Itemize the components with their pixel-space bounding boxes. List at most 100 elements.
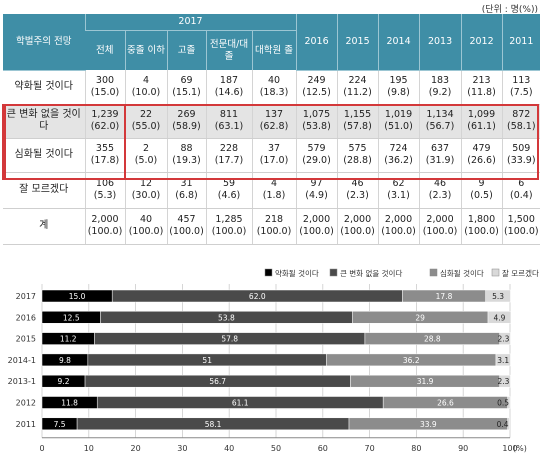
table-cell: 9 (0.5) [460,172,503,209]
cell-percent: (61.1) [467,121,496,132]
bar-segment [507,417,510,431]
cell-percent: (29.0) [302,155,331,166]
legend-label: 잘 모르겠다 [502,268,539,278]
y-category-label: 2011 [16,420,36,429]
table-row: 큰 변화 없을 것이다 1,239 (62.0) 22 (55.0) 269 (58.9) 8… [3,104,541,139]
table-cell: 249 (12.5) [295,70,338,105]
table-cell: 4 (1.8) [251,172,297,209]
cell-count: 479 [472,143,491,154]
y-category-label: 2017 [16,292,36,301]
table-cell: 724 (36.2) [377,138,420,173]
x-tick-label: 70 [365,444,375,453]
table-cell: 300 (15.0) [84,70,125,105]
cell-percent: (19.3) [172,155,201,166]
data-label: 3.1 [497,356,509,365]
cell-percent: (63.1) [214,121,244,132]
row-label: 잘 모르겠다 [3,172,85,209]
table-cell: 2 (5.0) [124,138,167,173]
cell-percent: (14.6) [214,86,244,98]
cell-count: 1,019 [384,109,413,120]
table-cell: 113 (7.5) [501,70,541,105]
data-label: 58.1 [205,420,222,429]
subgroup-header: 고졸 [166,30,206,70]
x-tick-label: 30 [177,444,187,453]
cell-count: 300 [95,74,115,86]
cell-count: 59 [222,178,236,189]
cell-percent: (62.0) [90,121,120,132]
cell-percent: (17.0) [259,155,289,166]
bar-segment [499,332,511,345]
cell-percent: (31.9) [425,155,455,166]
data-label: 2.3 [498,377,510,386]
cell-percent: (18.3) [259,86,289,98]
legend-swatch [429,268,438,277]
cell-count: 6 [518,178,525,189]
cell-count: 88 [180,143,193,154]
data-label: 33.9 [420,420,437,429]
table-cell: 228 (17.7) [205,138,252,173]
cell-count: 31 [180,178,193,189]
cell-count: 137 [264,109,284,120]
table-row: 약화될 것이다 300 (15.0) 4 (10.0) 69 (15.1) 187 (14.6)… [3,70,541,105]
cell-count: 213 [472,75,491,86]
cell-percent: (51.0) [384,121,413,132]
table-row: 계 2,000 (100.0) 40 (100.0) 457 (100.0) 1,285 (10… [3,208,541,245]
year-header: 2011 [501,14,541,71]
data-label: 9.2 [58,377,70,386]
data-label: 4.9 [494,313,506,322]
cell-count: 37 [267,143,281,154]
data-label: 26.6 [437,399,454,408]
cell-percent: (100.0) [464,226,499,237]
cell-count: 97 [310,178,323,189]
cell-percent: (0.5) [470,190,493,201]
table-cell: 97 (4.9) [295,172,338,209]
row-label: 심화될 것이다 [3,138,85,173]
cell-percent: (6.8) [175,190,198,201]
cell-percent: (9.2) [428,87,452,98]
y-category-label: 2016 [16,313,36,322]
cell-count: 228 [219,143,239,154]
data-label: 0.5 [497,399,509,408]
data-label: 31.9 [417,377,434,386]
cell-percent: (4.6) [217,190,241,201]
cell-percent: (7.5) [510,87,533,98]
bar-segment [499,374,511,388]
year-group-header: 2017 [84,14,297,31]
bar-segment [507,396,511,409]
data-label: 7.5 [54,420,66,429]
cell-percent: (100.0) [381,226,416,237]
cell-percent: (15.1) [172,86,201,98]
cell-count: 46 [351,178,364,189]
data-label: 62.0 [249,292,266,301]
cell-count: 2 [142,143,150,154]
survey-table: 학벌주의 전망 2017 2016 2015 2014 2013 2012 20… [3,14,541,245]
cell-count: 457 [177,214,196,225]
cell-percent: (11.8) [467,87,496,98]
table-row: 잘 모르겠다 106 (5.3) 12 (30.0) 31 (6.8) 59 (4.6) 4 (1.… [3,172,541,209]
year-header: 2015 [336,14,379,71]
year-header: 2014 [377,14,420,71]
cell-count: 224 [348,75,367,86]
legend-label: 약화될 것이다 [275,268,319,278]
table-cell: 2,000 (100.0) [418,208,462,245]
x-tick-label: 40 [224,444,234,453]
x-tick-label: 20 [131,444,141,453]
subgroup-header: 중졸 이하 [124,30,167,70]
cell-percent: (2.3) [428,190,452,201]
table-cell: 1,155 (57.8) [336,104,379,139]
cell-count: 1,239 [91,109,119,120]
cell-percent: (15.0) [90,86,120,98]
table-cell: 579 (29.0) [295,138,338,173]
stacked-bar-chart: 0 10 20 30 40 50 60 70 80 90 100(%) 2017 15.0 62.0 17.… [8,268,539,453]
cell-count: 69 [180,74,193,86]
table-cell: 2,000 (100.0) [84,208,125,245]
cell-percent: (3.1) [387,190,410,201]
table-cell: 88 (19.3) [166,138,206,173]
cell-percent: (55.0) [131,121,161,132]
cell-percent: (100.0) [256,226,292,237]
cell-count: 62 [392,178,405,189]
table-cell: 69 (15.1) [166,70,206,105]
cell-count: 1,134 [426,109,454,120]
table-cell: 2,000 (100.0) [377,208,420,245]
data-label: 5.3 [492,292,504,301]
